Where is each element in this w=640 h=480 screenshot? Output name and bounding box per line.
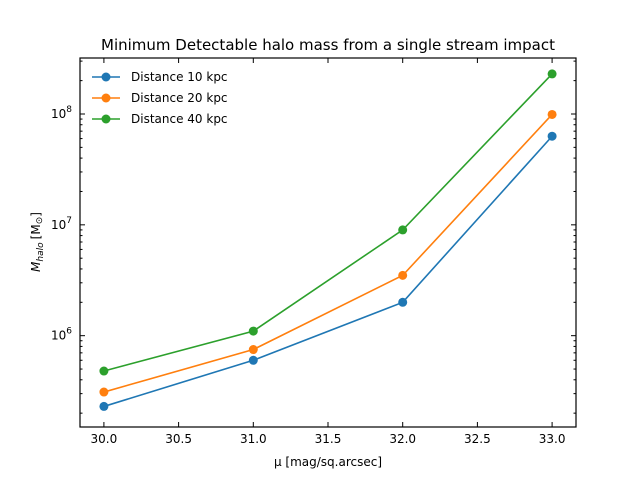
y-axis-label-main: M <box>29 261 43 272</box>
data-point <box>99 366 109 376</box>
legend-marker <box>101 114 111 124</box>
x-axis-label: μ [mag/sq.arcsec] <box>274 455 382 469</box>
x-tick-label: 30.0 <box>91 432 118 446</box>
data-point <box>248 345 258 355</box>
x-tick-label: 30.5 <box>165 432 192 446</box>
data-point <box>248 355 258 365</box>
data-point <box>398 225 408 235</box>
data-point <box>398 270 408 280</box>
x-axis: 30.0 30.5 31.0 31.5 32.0 32.5 33.0 <box>91 58 566 446</box>
data-point <box>398 297 408 307</box>
y-axis-label-unit-open: [M <box>29 224 43 239</box>
legend-label: Distance 40 kpc <box>131 112 228 126</box>
x-tick-label: 32.0 <box>389 432 416 446</box>
chart-title: Minimum Detectable halo mass from a sing… <box>101 36 555 54</box>
series-line <box>103 135 553 408</box>
y-tick-label: 108 <box>51 105 72 121</box>
y-axis-label-sub: halo <box>36 242 46 262</box>
legend: Distance 10 kpc Distance 20 kpc Distance 4… <box>92 70 228 126</box>
y-axis-label-unit-symbol: ⊙ <box>35 217 45 225</box>
data-point <box>547 109 557 119</box>
y-axis: 106 107 108 <box>51 60 576 414</box>
x-tick-label: 32.5 <box>464 432 491 446</box>
y-axis-label: Mhalo [M⊙] <box>29 212 46 272</box>
legend-marker <box>101 93 111 103</box>
data-point <box>99 387 109 397</box>
y-axis-label-unit-close: ] <box>29 212 43 217</box>
data-point <box>547 69 557 79</box>
data-point <box>99 401 109 411</box>
x-tick-label: 31.0 <box>240 432 267 446</box>
data-point <box>547 131 557 141</box>
data-point <box>248 326 258 336</box>
legend-marker <box>101 72 111 82</box>
x-tick-label: 33.0 <box>539 432 566 446</box>
y-tick-label: 106 <box>51 327 72 343</box>
plot-area <box>99 69 557 411</box>
legend-label: Distance 20 kpc <box>131 91 228 105</box>
y-tick-label: 107 <box>51 216 72 232</box>
x-tick-label: 31.5 <box>315 432 342 446</box>
legend-label: Distance 10 kpc <box>131 70 228 84</box>
series-line <box>103 113 553 393</box>
series-line <box>103 73 553 372</box>
